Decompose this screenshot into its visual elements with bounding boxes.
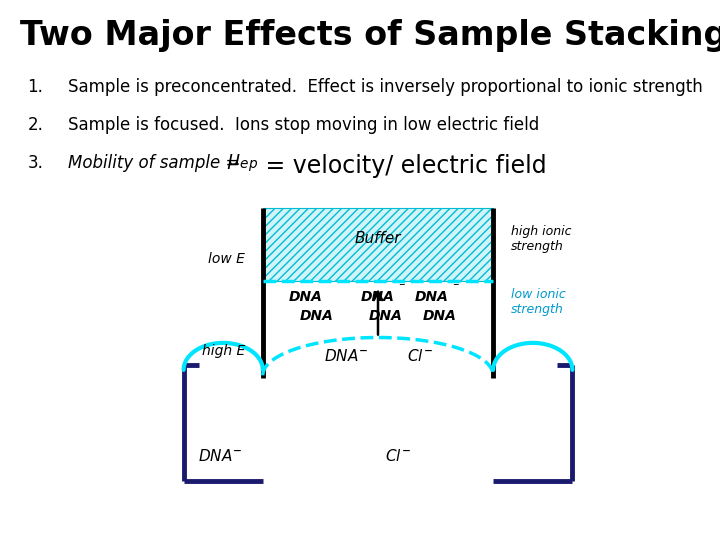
Text: ⁻: ⁻ xyxy=(397,281,405,294)
Bar xyxy=(263,208,493,281)
Text: $\mathit{Cl}^{\boldsymbol{-}}$: $\mathit{Cl}^{\boldsymbol{-}}$ xyxy=(385,448,411,464)
Text: DNA: DNA xyxy=(422,309,456,323)
Text: Sample is preconcentrated.  Effect is inversely proportional to ionic strength: Sample is preconcentrated. Effect is inv… xyxy=(68,78,703,96)
Text: DNA: DNA xyxy=(368,309,402,323)
Text: $\mathit{Cl}^{\boldsymbol{-}}$: $\mathit{Cl}^{\boldsymbol{-}}$ xyxy=(407,348,433,364)
Text: Buffer: Buffer xyxy=(355,232,401,246)
Text: Two Major Effects of Sample Stacking: Two Major Effects of Sample Stacking xyxy=(20,19,720,52)
Text: DNA: DNA xyxy=(289,290,323,304)
Text: high E: high E xyxy=(202,344,245,358)
Text: DNA: DNA xyxy=(415,290,449,304)
Text: $\mathit{DNA}^{\boldsymbol{-}}$: $\mathit{DNA}^{\boldsymbol{-}}$ xyxy=(324,348,369,364)
Text: DNA: DNA xyxy=(300,309,334,323)
Text: $\mathit{DNA}^{\boldsymbol{-}}$: $\mathit{DNA}^{\boldsymbol{-}}$ xyxy=(198,448,243,464)
Text: 2.: 2. xyxy=(27,116,43,134)
Text: Sample is focused.  Ions stop moving in low electric field: Sample is focused. Ions stop moving in l… xyxy=(68,116,540,134)
Text: DNA: DNA xyxy=(361,290,395,304)
Text: $\mu_{ep}$: $\mu_{ep}$ xyxy=(227,152,258,174)
Text: low E: low E xyxy=(208,252,245,266)
Text: high ionic
strength: high ionic strength xyxy=(511,225,572,253)
Text: low ionic
strength: low ionic strength xyxy=(511,288,566,316)
Bar xyxy=(263,208,493,281)
Text: ⁻: ⁻ xyxy=(451,281,459,294)
Text: 3.: 3. xyxy=(27,154,43,172)
Text: = velocity/ electric field: = velocity/ electric field xyxy=(258,154,546,178)
Text: 1.: 1. xyxy=(27,78,43,96)
Text: Mobility of sample =: Mobility of sample = xyxy=(68,154,256,172)
